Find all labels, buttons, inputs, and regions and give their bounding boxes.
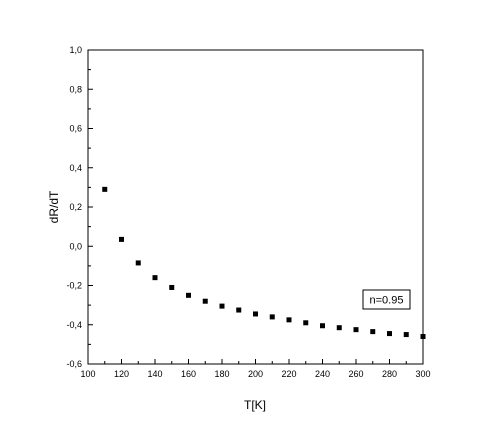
annotation-frame — [362, 289, 411, 310]
x-tick-label: 280 — [382, 369, 397, 379]
y-tick-label: 0,2 — [69, 202, 82, 212]
data-point — [202, 298, 208, 304]
data-point — [403, 332, 409, 338]
x-tick-label: 140 — [147, 369, 162, 379]
y-tick-label: -0,2 — [66, 281, 82, 291]
data-point — [119, 236, 124, 242]
y-tick-label: -0,6 — [66, 359, 82, 369]
data-point — [336, 325, 342, 331]
annotation-box: n=0.95 — [362, 289, 411, 310]
x-tick-label: 120 — [114, 369, 129, 379]
data-point — [135, 260, 141, 266]
y-axis: 1,0 0,8 0,6 0,4 0,2 0,0 -0,2 -0,4 -0,6 — [66, 45, 93, 369]
data-point — [353, 327, 359, 333]
data-point — [186, 292, 191, 298]
y-tick-label: 0,4 — [69, 163, 82, 173]
y-tick-label: 0,8 — [69, 84, 82, 94]
data-point — [387, 331, 392, 337]
data-point — [370, 329, 376, 335]
x-axis-title: T[K] — [244, 398, 266, 412]
data-point — [420, 334, 426, 340]
data-point — [152, 275, 158, 281]
data-points — [102, 186, 426, 340]
x-tick-label: 220 — [281, 369, 296, 379]
data-point — [219, 303, 225, 309]
x-tick-label: 300 — [415, 369, 430, 379]
x-tick-label: 200 — [248, 369, 263, 379]
y-tick-label: -0,4 — [66, 320, 82, 330]
data-point — [169, 284, 175, 290]
data-point — [320, 323, 325, 329]
data-point — [286, 317, 292, 323]
y-axis-title: dR/dT — [47, 190, 61, 223]
data-point — [303, 320, 309, 326]
x-tick-label: 240 — [315, 369, 330, 379]
x-tick-label: 180 — [214, 369, 229, 379]
y-tick-label: 0,0 — [69, 241, 82, 251]
data-point — [102, 186, 108, 192]
data-point — [236, 307, 242, 313]
x-tick-label: 260 — [348, 369, 363, 379]
y-tick-label: 1,0 — [69, 45, 82, 55]
annotation-label: n=0.95 — [370, 295, 404, 307]
plot-frame — [87, 49, 424, 365]
data-point — [253, 311, 258, 317]
x-axis: 100 120 140 160 180 200 220 240 260 280 300 — [80, 359, 431, 379]
x-tick-label: 100 — [80, 369, 95, 379]
data-point — [269, 314, 275, 320]
x-tick-label: 160 — [181, 369, 196, 379]
y-tick-label: 0,6 — [69, 124, 82, 134]
